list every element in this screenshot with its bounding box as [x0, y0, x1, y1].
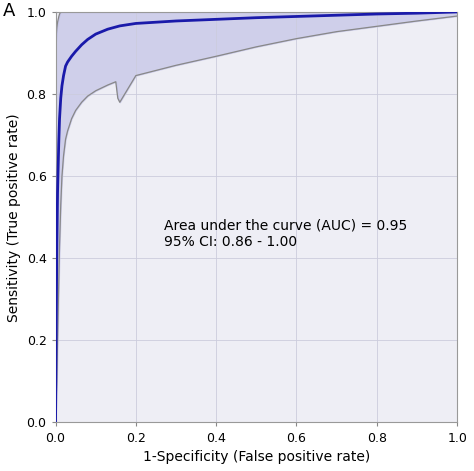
- Y-axis label: Sensitivity (True positive rate): Sensitivity (True positive rate): [7, 113, 21, 322]
- X-axis label: 1-Specificity (False positive rate): 1-Specificity (False positive rate): [143, 450, 370, 464]
- Text: Area under the curve (AUC) = 0.95
95% CI: 0.86 - 1.00: Area under the curve (AUC) = 0.95 95% CI…: [164, 219, 407, 249]
- Text: A: A: [2, 2, 15, 20]
